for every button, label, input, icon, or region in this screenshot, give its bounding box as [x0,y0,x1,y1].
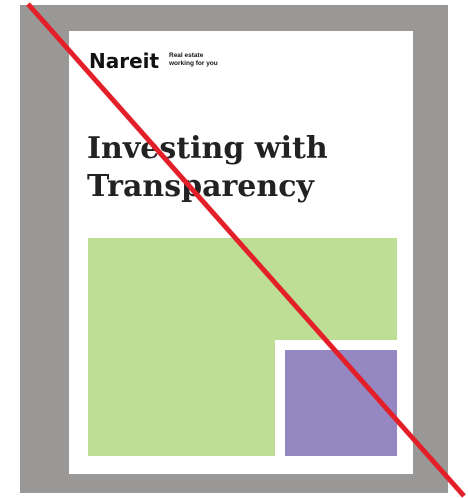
cover-title: Investing with [87,131,328,166]
brand-name: Nareit [89,49,160,73]
brand-tagline: Real estate [169,52,204,59]
strike-line [26,2,466,498]
brand-tagline: working for you [169,60,218,67]
document-cover: Nareit Real estate working for you Inves… [69,31,413,474]
